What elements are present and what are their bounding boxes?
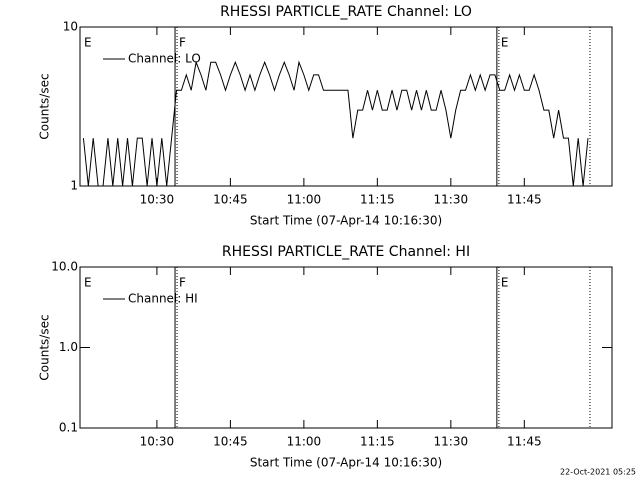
x-tick-label: 11:30: [434, 435, 469, 449]
legend-label: Channel: HI: [128, 292, 198, 306]
x-axis-label: Start Time (07-Apr-14 10:16:30): [250, 214, 442, 228]
plot-frame: [79, 26, 613, 187]
timestamp: 22-Oct-2021 05:25: [560, 468, 636, 477]
x-tick-label: 10:45: [213, 435, 248, 449]
x-tick-label: 11:00: [287, 193, 322, 207]
marker-label: F: [179, 276, 186, 290]
marker-label: E: [501, 276, 509, 290]
y-axis-label: Counts/sec: [38, 314, 52, 380]
y-tick-label: 1.0: [59, 340, 78, 354]
x-axis-label: Start Time (07-Apr-14 10:16:30): [250, 456, 442, 470]
marker-label: E: [84, 36, 92, 50]
panel-title: RHESSI PARTICLE_RATE Channel: HI: [222, 244, 470, 260]
x-tick-label: 11:15: [360, 193, 395, 207]
marker-label: E: [84, 276, 92, 290]
y-axis-label: Counts/sec: [38, 73, 52, 139]
x-tick-label: 10:30: [140, 193, 175, 207]
marker-label: E: [501, 36, 509, 50]
y-tick-label: 10: [63, 20, 78, 34]
x-tick-label: 11:00: [287, 435, 322, 449]
x-tick-label: 11:45: [507, 193, 542, 207]
x-tick-label: 10:30: [140, 435, 175, 449]
x-tick-label: 11:15: [360, 435, 395, 449]
y-tick-label: 0.1: [59, 421, 78, 435]
y-tick-label: 1: [70, 179, 78, 193]
x-tick-label: 11:30: [434, 193, 469, 207]
panel-title: RHESSI PARTICLE_RATE Channel: LO: [220, 4, 472, 20]
x-tick-label: 10:45: [213, 193, 248, 207]
marker-label: F: [179, 36, 186, 50]
x-tick-label: 11:45: [507, 435, 542, 449]
y-tick-label: 10.0: [51, 260, 78, 274]
data-line: [82, 60, 589, 187]
legend-label: Channel: LO: [128, 52, 201, 66]
